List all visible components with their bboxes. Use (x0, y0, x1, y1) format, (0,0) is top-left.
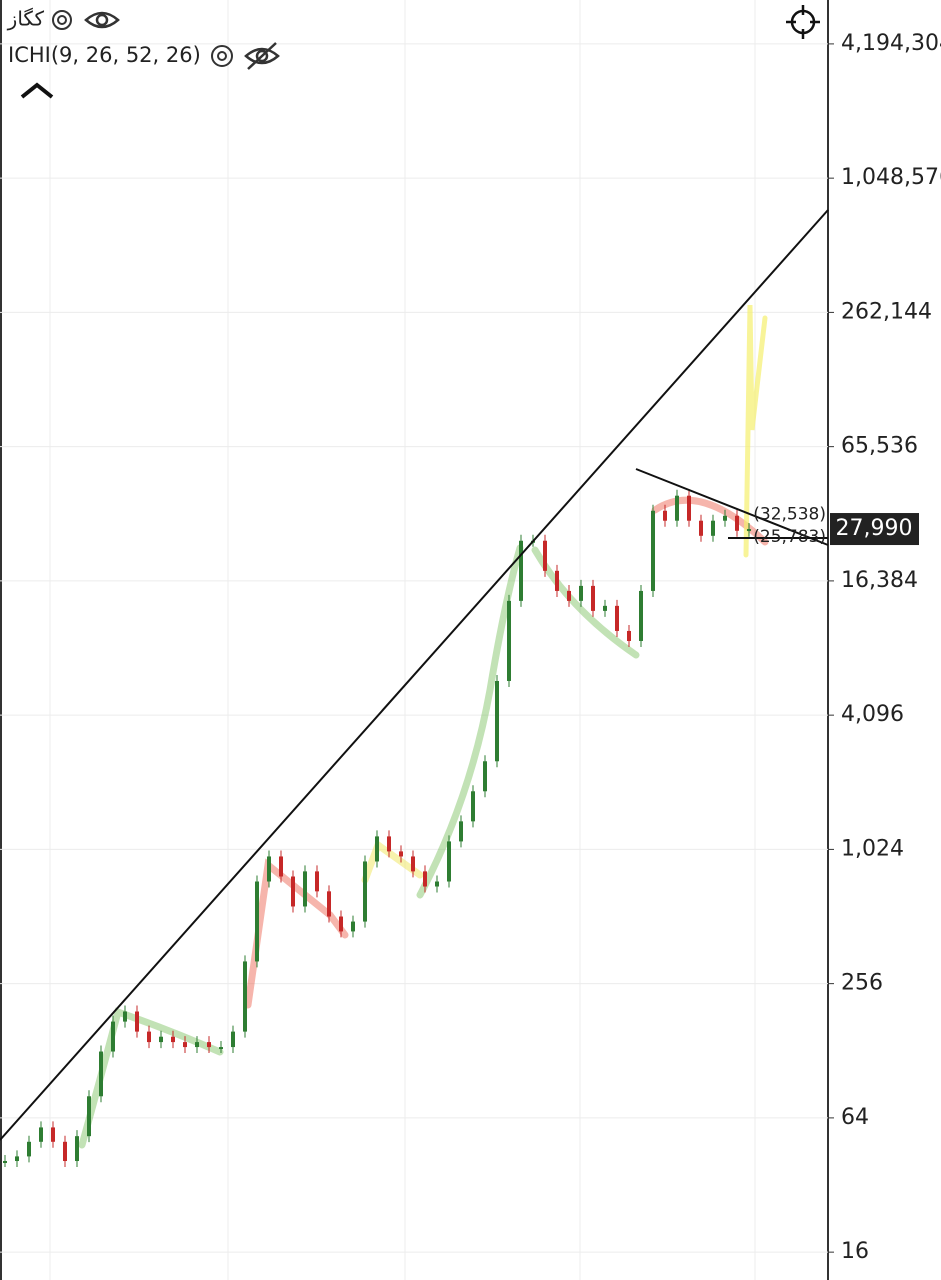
candle-body (651, 510, 655, 591)
candle-body (567, 590, 571, 601)
annotation: (25,783) (753, 527, 826, 547)
candle-body (399, 851, 403, 857)
candle-body (87, 1096, 91, 1137)
visibility-icon[interactable] (84, 11, 120, 29)
candle-body (615, 605, 619, 631)
candle-body (363, 861, 367, 922)
y-tick-label: 256 (841, 971, 883, 996)
candle-body (183, 1042, 187, 1048)
candle-body (675, 495, 679, 521)
candle-body (699, 520, 703, 536)
candle-body (471, 791, 475, 822)
drawings (0, 209, 829, 1141)
vertical-grid (49, 0, 756, 1280)
candle-body (711, 520, 715, 536)
candle-body (495, 680, 499, 762)
candle-body (279, 856, 283, 877)
price-label-box (830, 513, 919, 546)
candle-body (339, 916, 343, 932)
candle-body (591, 585, 595, 611)
header: کگاز ICHI(9, 26, 52, 26) (7, 5, 820, 99)
candle-body (687, 495, 691, 521)
y-tick-label: 16,384 (841, 568, 918, 593)
candle-body (639, 590, 643, 641)
candle-body (231, 1031, 235, 1048)
y-tick-label: 16 (841, 1239, 869, 1264)
candle-body (15, 1156, 19, 1162)
candle-body (63, 1141, 67, 1162)
y-tick-label: 1,024 (841, 836, 904, 861)
candle-body (147, 1031, 151, 1043)
candle-body (351, 921, 355, 932)
candle-body (243, 961, 247, 1032)
y-tick-label: 262,144 (841, 299, 932, 324)
candle-body (723, 515, 727, 521)
candle-body (387, 836, 391, 852)
candle-body (171, 1036, 175, 1043)
grid-layer (0, 43, 828, 1253)
highlights (78, 304, 769, 1149)
candle-body (735, 515, 739, 531)
candle-body (195, 1042, 199, 1048)
candle-body (375, 836, 379, 862)
settings-icon[interactable] (52, 10, 72, 30)
labels: 16 64 256 1,024 4,096 16,384 65,536 262,144 1,04… (753, 31, 941, 1264)
candle-body (135, 1011, 139, 1032)
candle-body (51, 1127, 55, 1142)
candle-body (219, 1047, 223, 1050)
candle-body (99, 1051, 103, 1097)
candles (3, 489, 751, 1168)
candle-body (543, 540, 547, 571)
crosshair-icon[interactable] (786, 5, 820, 39)
candle-body (507, 600, 511, 681)
candle-body (663, 510, 667, 521)
candle-body (111, 1021, 115, 1052)
candle-body (447, 841, 451, 882)
indicator-settings-icon[interactable] (211, 45, 233, 67)
indicator-hide-icon[interactable] (244, 42, 280, 70)
candle-body (27, 1141, 31, 1157)
candle-body (747, 529, 751, 532)
candle-body (291, 876, 295, 907)
candle-body (159, 1036, 163, 1043)
candle-body (627, 630, 631, 641)
y-tick-label: 4,194,304 (841, 31, 941, 56)
candle-body (579, 585, 583, 601)
y-tick-label: 65,536 (841, 434, 918, 459)
annotation: (32,538) (753, 504, 826, 524)
candle-body (483, 761, 487, 792)
candle-body (603, 605, 607, 611)
y-tick-label: 64 (841, 1105, 869, 1130)
candle-body (459, 821, 463, 842)
candle-body (327, 891, 331, 917)
y-tick-label: 1,048,576 (841, 165, 941, 190)
price-label: 27,990 (836, 516, 913, 541)
indicator-label: ICHI(9, 26, 52, 26) (8, 43, 201, 67)
candle-body (3, 1161, 7, 1164)
candle-body (267, 856, 271, 882)
candle-body (303, 871, 307, 907)
candle-body (423, 871, 427, 887)
candle-body (207, 1042, 211, 1048)
candle-body (123, 1011, 127, 1022)
candle-body (555, 570, 559, 591)
candle-body (519, 540, 523, 601)
candle-body (411, 856, 415, 872)
candle-body (75, 1136, 79, 1162)
candle-body (255, 881, 259, 962)
candle-body (435, 881, 439, 887)
y-tick-label: 4,096 (841, 702, 904, 727)
candle-body (39, 1127, 43, 1142)
candle-body (315, 871, 319, 892)
collapse-icon[interactable] (20, 82, 54, 99)
symbol-title: کگاز (7, 7, 45, 31)
